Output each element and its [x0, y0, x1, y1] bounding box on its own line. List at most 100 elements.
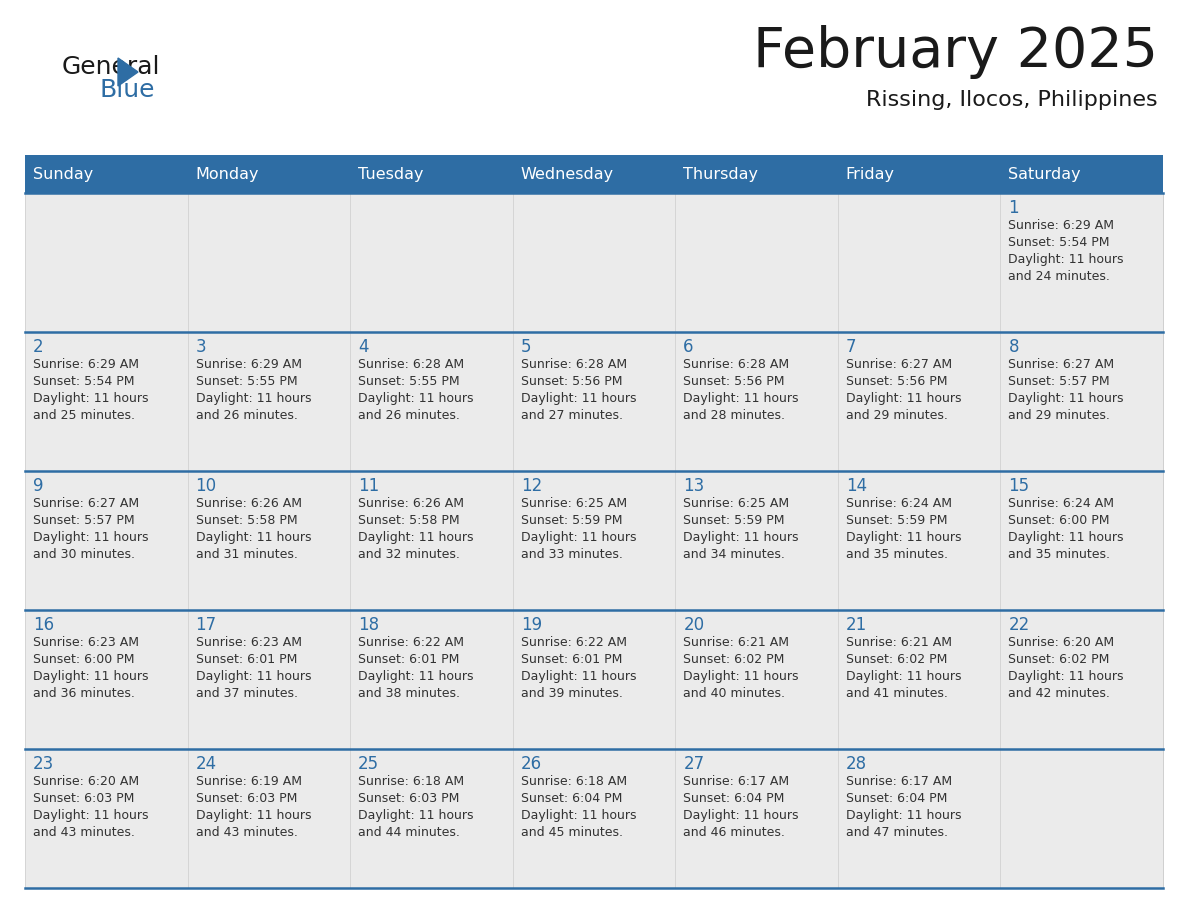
Text: Daylight: 11 hours: Daylight: 11 hours — [1009, 670, 1124, 683]
Text: Sunrise: 6:20 AM: Sunrise: 6:20 AM — [33, 775, 139, 788]
Text: Sunset: 6:01 PM: Sunset: 6:01 PM — [520, 653, 623, 666]
Text: 3: 3 — [196, 338, 207, 356]
Text: Daylight: 11 hours: Daylight: 11 hours — [683, 670, 798, 683]
Text: Wednesday: Wednesday — [520, 166, 614, 182]
Text: Daylight: 11 hours: Daylight: 11 hours — [520, 670, 637, 683]
Text: Daylight: 11 hours: Daylight: 11 hours — [196, 392, 311, 405]
Text: and 26 minutes.: and 26 minutes. — [196, 409, 297, 422]
Text: Sunset: 5:54 PM: Sunset: 5:54 PM — [1009, 236, 1110, 249]
Text: Daylight: 11 hours: Daylight: 11 hours — [33, 392, 148, 405]
Text: Sunrise: 6:27 AM: Sunrise: 6:27 AM — [33, 497, 139, 510]
Text: Sunrise: 6:26 AM: Sunrise: 6:26 AM — [358, 497, 465, 510]
Text: Sunrise: 6:26 AM: Sunrise: 6:26 AM — [196, 497, 302, 510]
Bar — [838, 749, 1000, 888]
Text: and 42 minutes.: and 42 minutes. — [1009, 687, 1111, 700]
Text: 22: 22 — [1009, 616, 1030, 634]
Text: Sunset: 6:04 PM: Sunset: 6:04 PM — [520, 792, 623, 805]
Text: and 31 minutes.: and 31 minutes. — [196, 548, 297, 561]
Text: Sunset: 5:59 PM: Sunset: 5:59 PM — [846, 514, 947, 527]
Bar — [1000, 610, 1163, 749]
Text: Sunrise: 6:29 AM: Sunrise: 6:29 AM — [33, 358, 139, 371]
Text: Friday: Friday — [846, 166, 895, 182]
Text: 11: 11 — [358, 477, 379, 495]
Text: Daylight: 11 hours: Daylight: 11 hours — [520, 531, 637, 544]
Text: Daylight: 11 hours: Daylight: 11 hours — [358, 670, 474, 683]
Text: Sunset: 5:56 PM: Sunset: 5:56 PM — [520, 375, 623, 388]
Text: and 26 minutes.: and 26 minutes. — [358, 409, 460, 422]
Bar — [25, 193, 188, 332]
Text: Sunset: 6:02 PM: Sunset: 6:02 PM — [846, 653, 947, 666]
Text: Sunrise: 6:22 AM: Sunrise: 6:22 AM — [520, 636, 627, 649]
Text: 26: 26 — [520, 755, 542, 773]
Text: Daylight: 11 hours: Daylight: 11 hours — [683, 392, 798, 405]
Text: Daylight: 11 hours: Daylight: 11 hours — [196, 809, 311, 822]
Bar — [513, 332, 675, 471]
Bar — [675, 471, 838, 610]
Text: and 43 minutes.: and 43 minutes. — [196, 826, 297, 839]
Text: 24: 24 — [196, 755, 216, 773]
Text: Sunrise: 6:28 AM: Sunrise: 6:28 AM — [358, 358, 465, 371]
Text: Sunrise: 6:29 AM: Sunrise: 6:29 AM — [1009, 219, 1114, 232]
Text: Daylight: 11 hours: Daylight: 11 hours — [1009, 253, 1124, 266]
Text: Sunset: 6:03 PM: Sunset: 6:03 PM — [196, 792, 297, 805]
Text: Sunset: 5:56 PM: Sunset: 5:56 PM — [683, 375, 785, 388]
Bar — [675, 332, 838, 471]
Text: 7: 7 — [846, 338, 857, 356]
Text: 8: 8 — [1009, 338, 1019, 356]
Bar — [838, 155, 1000, 193]
Text: Sunset: 5:59 PM: Sunset: 5:59 PM — [520, 514, 623, 527]
Text: Sunrise: 6:27 AM: Sunrise: 6:27 AM — [1009, 358, 1114, 371]
Text: Sunset: 6:00 PM: Sunset: 6:00 PM — [33, 653, 134, 666]
Text: and 30 minutes.: and 30 minutes. — [33, 548, 135, 561]
Text: Sunset: 6:00 PM: Sunset: 6:00 PM — [1009, 514, 1110, 527]
Text: 12: 12 — [520, 477, 542, 495]
Text: Rissing, Ilocos, Philippines: Rissing, Ilocos, Philippines — [866, 90, 1158, 110]
Text: Blue: Blue — [100, 78, 156, 102]
Bar — [1000, 749, 1163, 888]
Text: Sunrise: 6:23 AM: Sunrise: 6:23 AM — [33, 636, 139, 649]
Text: Sunrise: 6:28 AM: Sunrise: 6:28 AM — [683, 358, 789, 371]
Text: and 39 minutes.: and 39 minutes. — [520, 687, 623, 700]
Bar — [350, 193, 513, 332]
Text: Sunset: 5:56 PM: Sunset: 5:56 PM — [846, 375, 947, 388]
Text: Sunrise: 6:19 AM: Sunrise: 6:19 AM — [196, 775, 302, 788]
Bar — [838, 610, 1000, 749]
Text: and 34 minutes.: and 34 minutes. — [683, 548, 785, 561]
Text: Daylight: 11 hours: Daylight: 11 hours — [846, 392, 961, 405]
Text: February 2025: February 2025 — [753, 25, 1158, 79]
Bar — [25, 155, 188, 193]
Text: Daylight: 11 hours: Daylight: 11 hours — [33, 531, 148, 544]
Bar — [513, 610, 675, 749]
Bar — [675, 610, 838, 749]
Text: 5: 5 — [520, 338, 531, 356]
Text: and 38 minutes.: and 38 minutes. — [358, 687, 460, 700]
Bar — [25, 749, 188, 888]
Text: Sunset: 5:57 PM: Sunset: 5:57 PM — [1009, 375, 1110, 388]
Text: 27: 27 — [683, 755, 704, 773]
Text: and 37 minutes.: and 37 minutes. — [196, 687, 297, 700]
Text: Sunset: 5:58 PM: Sunset: 5:58 PM — [196, 514, 297, 527]
Bar — [188, 471, 350, 610]
Text: Sunrise: 6:17 AM: Sunrise: 6:17 AM — [683, 775, 789, 788]
Text: Sunrise: 6:22 AM: Sunrise: 6:22 AM — [358, 636, 465, 649]
Text: Sunset: 6:01 PM: Sunset: 6:01 PM — [358, 653, 460, 666]
Text: 20: 20 — [683, 616, 704, 634]
Text: Monday: Monday — [196, 166, 259, 182]
Text: Sunrise: 6:24 AM: Sunrise: 6:24 AM — [1009, 497, 1114, 510]
Bar — [838, 471, 1000, 610]
Bar — [350, 155, 513, 193]
Bar — [188, 155, 350, 193]
Text: Sunset: 5:54 PM: Sunset: 5:54 PM — [33, 375, 134, 388]
Text: Sunrise: 6:18 AM: Sunrise: 6:18 AM — [358, 775, 465, 788]
Text: 4: 4 — [358, 338, 368, 356]
Text: Daylight: 11 hours: Daylight: 11 hours — [683, 531, 798, 544]
Text: Thursday: Thursday — [683, 166, 758, 182]
Text: 14: 14 — [846, 477, 867, 495]
Text: and 24 minutes.: and 24 minutes. — [1009, 270, 1111, 283]
Text: and 35 minutes.: and 35 minutes. — [846, 548, 948, 561]
Bar — [25, 471, 188, 610]
Text: and 29 minutes.: and 29 minutes. — [846, 409, 948, 422]
Bar — [1000, 471, 1163, 610]
Text: Sunset: 5:59 PM: Sunset: 5:59 PM — [683, 514, 785, 527]
Text: 28: 28 — [846, 755, 867, 773]
